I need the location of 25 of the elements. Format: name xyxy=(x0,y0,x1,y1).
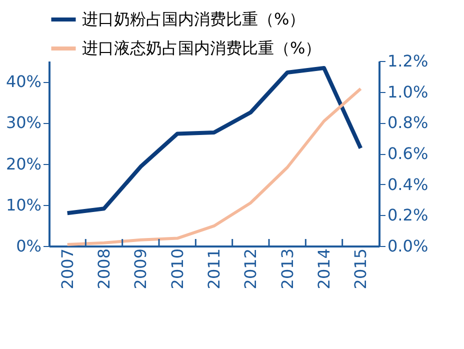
x-tick-label: 2007 xyxy=(58,248,77,290)
x-tick-label: 2008 xyxy=(94,248,114,290)
y2-tick-label: 1.0% xyxy=(388,82,428,102)
legend-label: 进口液态奶占国内消费比重（%） xyxy=(82,38,322,58)
y-tick-label: 0% xyxy=(16,236,42,256)
legend-label: 进口奶粉占国内消费比重（%） xyxy=(82,10,306,28)
y-tick-label: 20% xyxy=(6,154,42,174)
y-tick-label: 10% xyxy=(6,195,42,214)
y2-tick-label: 0.0% xyxy=(388,236,428,256)
y2-tick-label: 0.2% xyxy=(388,206,428,225)
x-tick-label: 2009 xyxy=(131,248,150,290)
x-tick-label: 2011 xyxy=(204,248,224,290)
y2-tick-label: 1.2% xyxy=(388,52,428,70)
y2-tick-label: 0.4% xyxy=(388,174,428,194)
line-series xyxy=(66,87,362,246)
x-tick-label: 2015 xyxy=(351,248,370,290)
y-tick-label: 40% xyxy=(6,72,42,92)
y2-tick-label: 0.8% xyxy=(388,113,428,132)
x-tick-label: 2012 xyxy=(241,248,260,290)
x-tick-label: 2013 xyxy=(278,248,297,290)
line-series xyxy=(65,66,363,216)
y-tick-label: 30% xyxy=(6,113,42,132)
x-tick-label: 2010 xyxy=(168,248,187,290)
y2-tick-label: 0.6% xyxy=(388,144,428,163)
x-tick-label: 2014 xyxy=(314,248,334,290)
